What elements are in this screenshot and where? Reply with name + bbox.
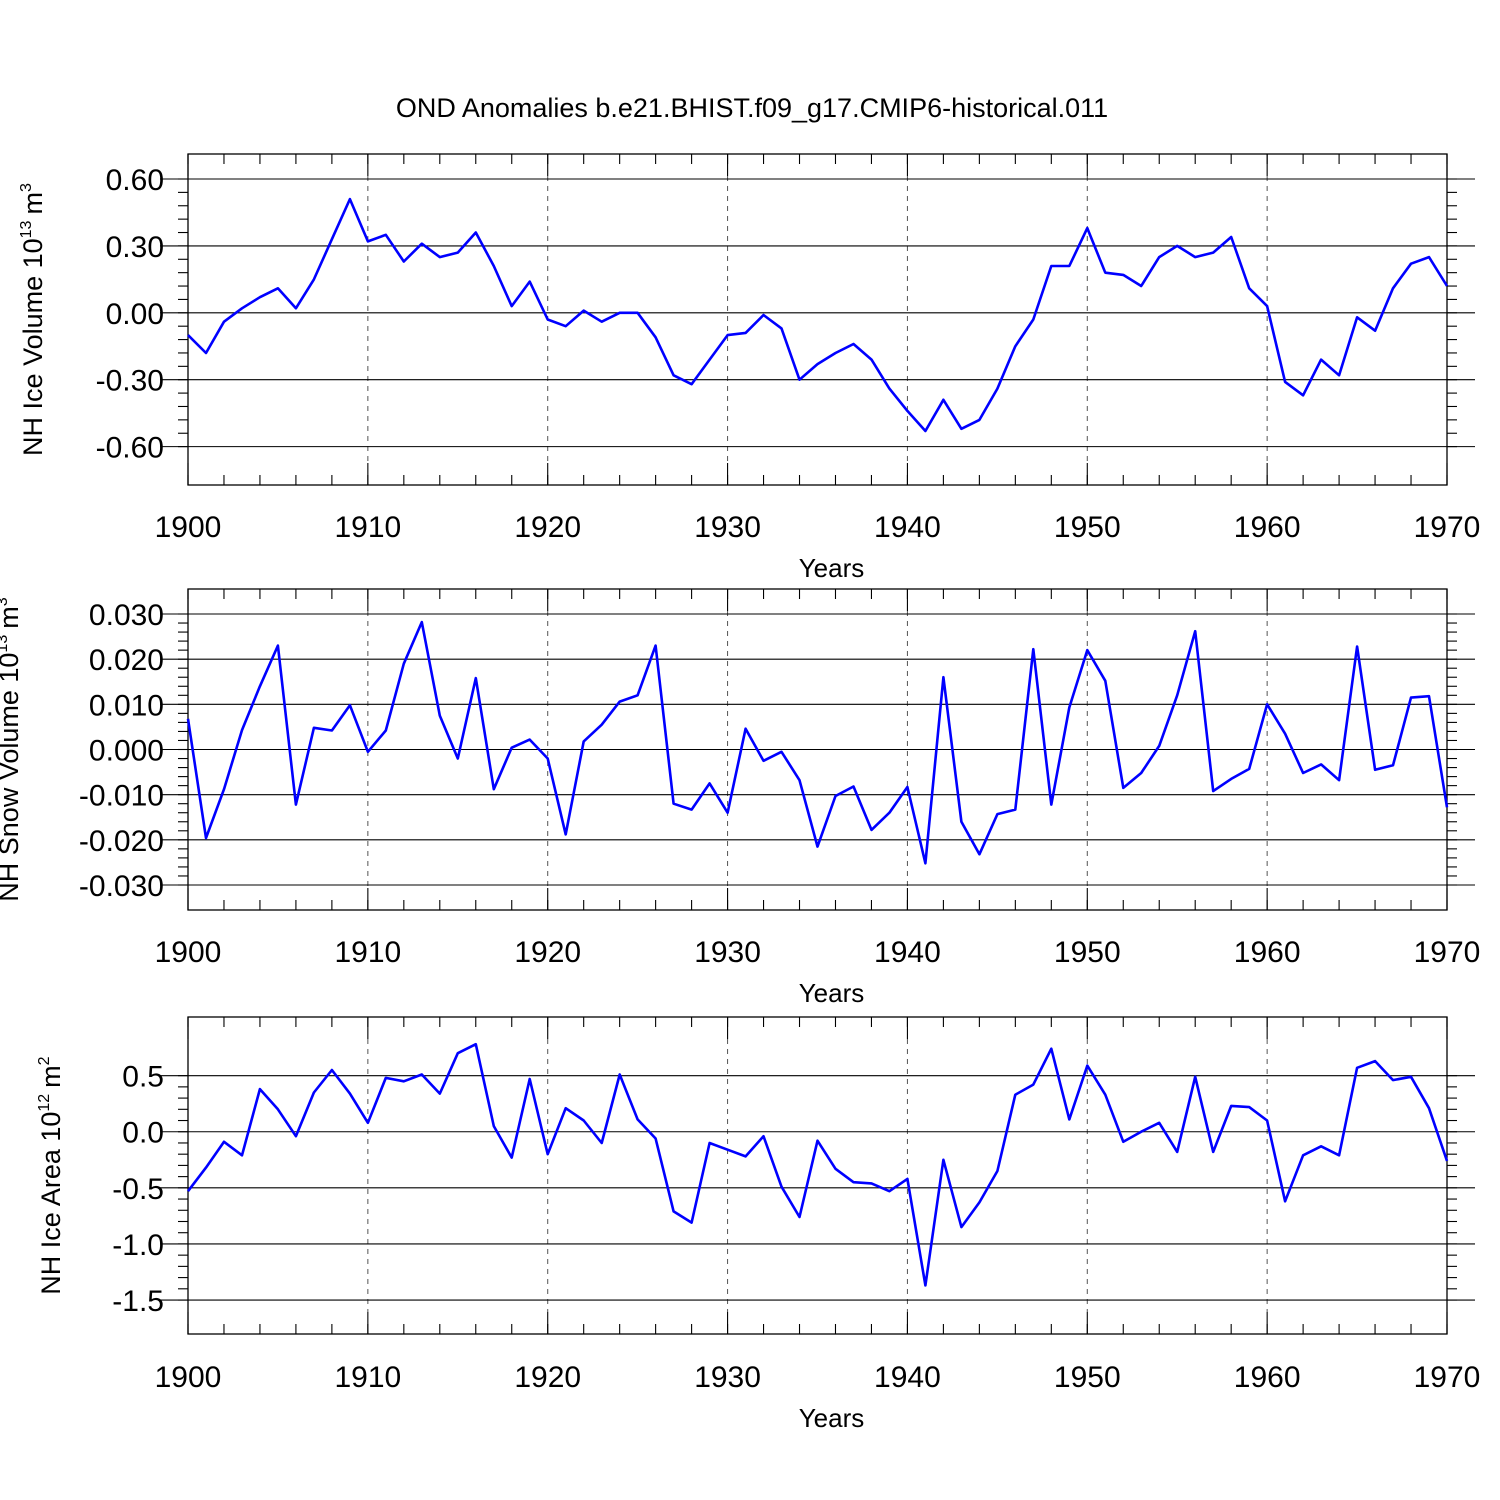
snow-volume-yaxis-title-unit-exp: 3 (0, 597, 11, 606)
ice-volume-xtick-label: 1960 (1234, 511, 1301, 544)
snow-volume-ytick-label: 0.020 (89, 644, 164, 677)
snow-volume-xtick-label: 1900 (155, 936, 222, 969)
ice-volume-yaxis-title-unit: m (18, 192, 48, 215)
snow-volume-yaxis-title: NH Snow Volume 1013 m3 (0, 597, 24, 901)
ice-area-xtick-label: 1910 (334, 1361, 401, 1394)
ice-area-yaxis-title-unit: m (36, 1065, 66, 1088)
ice-area-yaxis-title-text: NH Ice Area 10 (36, 1112, 66, 1295)
chart-title: OND Anomalies b.e21.BHIST.f09_g17.CMIP6-… (396, 93, 1108, 123)
ice-area-xaxis-title: Years (799, 1403, 865, 1433)
ice-area-ytick-label: -1.0 (112, 1229, 164, 1262)
ice-area-xtick-label: 1920 (514, 1361, 581, 1394)
snow-volume-xtick-label: 1920 (514, 936, 581, 969)
ice-area-ytick-label: -0.5 (112, 1173, 164, 1206)
ice-area-xtick-label: 1900 (155, 1361, 222, 1394)
ice-volume-ytick-label: 0.30 (106, 231, 164, 264)
snow-volume-xtick-label: 1910 (334, 936, 401, 969)
ice-volume-yaxis-title: NH Ice Volume 1013 m3 (18, 183, 48, 456)
ice-volume-xtick-label: 1940 (874, 511, 941, 544)
snow-volume-xtick-label: 1930 (694, 936, 761, 969)
snow-volume-yaxis-title-unit: m (0, 606, 24, 629)
ice-area-yaxis-title: NH Ice Area 1012 m2 (36, 1056, 66, 1294)
ice-area-xtick-label: 1960 (1234, 1361, 1301, 1394)
snow-volume-ytick-label: 0.030 (89, 599, 164, 632)
ice-area-xtick-label: 1940 (874, 1361, 941, 1394)
ice-area-ytick-label: 0.5 (122, 1061, 164, 1094)
snow-volume-ytick-label: -0.030 (79, 870, 164, 903)
panel-ice-area: 1900 1910 1920 1930 1940 1950 1960 1970 -1.5 -1.0… (36, 1016, 1481, 1433)
ice-volume-xtick-label: 1910 (334, 511, 401, 544)
panel-snow-volume: 1900 1910 1920 1930 1940 1950 1960 1970 -0.030 -0… (0, 588, 1481, 1008)
ice-volume-series-line (187, 197, 1449, 433)
ice-area-yaxis-title-exp: 12 (36, 1094, 53, 1112)
snow-volume-xtick-label: 1960 (1234, 936, 1301, 969)
ice-area-series-line (186, 1042, 1449, 1287)
ice-volume-ytick-label: 0.60 (106, 164, 164, 197)
snow-volume-xtick-label: 1950 (1054, 936, 1121, 969)
snow-volume-xtick-label: 1940 (874, 936, 941, 969)
snow-volume-ytick-label: -0.010 (79, 780, 164, 813)
ice-area-xtick-label: 1970 (1414, 1361, 1481, 1394)
snow-volume-yaxis-title-text: NH Snow Volume 10 (0, 653, 24, 902)
ice-volume-xtick-label: 1920 (514, 511, 581, 544)
ice-volume-xtick-label: 1930 (694, 511, 761, 544)
snow-volume-ytick-label: 0.010 (89, 689, 164, 722)
ice-volume-ytick-label: -0.30 (96, 365, 164, 398)
ice-area-ytick-label: 0.0 (122, 1117, 164, 1150)
snow-volume-xtick-label: 1970 (1414, 936, 1481, 969)
ice-volume-yaxis-title-text: NH Ice Volume 10 (18, 238, 48, 456)
ice-volume-ytick-label: 0.00 (106, 298, 164, 331)
ice-volume-yaxis-title-exp: 13 (18, 220, 35, 238)
ice-volume-xaxis-title: Years (799, 553, 865, 583)
ice-volume-xtick-label: 1900 (155, 511, 222, 544)
snow-volume-yaxis-title-exp: 13 (0, 635, 11, 653)
panel-ice-volume: 1900 1910 1920 1930 1940 1950 1960 1970 -0.60 -0.… (18, 153, 1481, 583)
snow-volume-ytick-label: -0.020 (79, 825, 164, 858)
ice-area-xtick-label: 1930 (694, 1361, 761, 1394)
ice-volume-ytick-label: -0.60 (96, 432, 164, 465)
ice-volume-yaxis-title-unit-exp: 3 (18, 183, 35, 192)
ice-area-ytick-label: -1.5 (112, 1285, 164, 1318)
ice-volume-xtick-label: 1970 (1414, 511, 1481, 544)
ice-volume-plot-frame (187, 153, 1448, 486)
ice-volume-xtick-label: 1950 (1054, 511, 1121, 544)
snow-volume-xaxis-title: Years (799, 978, 865, 1008)
snow-volume-series-line (186, 620, 1449, 865)
ice-area-xtick-label: 1950 (1054, 1361, 1121, 1394)
snow-volume-ytick-label: 0.000 (89, 735, 164, 768)
ice-area-plot-frame (187, 1016, 1448, 1335)
ice-area-yaxis-title-unit-exp: 2 (36, 1056, 53, 1065)
